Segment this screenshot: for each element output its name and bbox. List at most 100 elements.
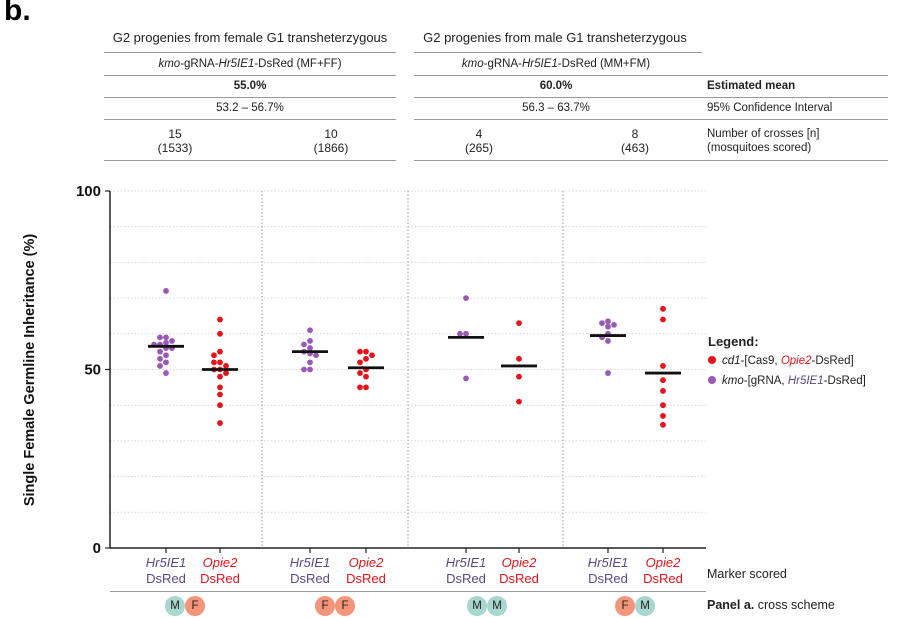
data-point (660, 413, 666, 419)
mean-female: 55.0% (233, 80, 267, 92)
data-point (157, 355, 163, 362)
data-point (363, 348, 369, 355)
rule-female-3 (104, 119, 396, 120)
x-category-label: Opie2 DsRed (623, 555, 703, 587)
legend-dot-red (708, 356, 716, 364)
rule-female-2 (104, 97, 396, 98)
x-category-gene: Opie2 (348, 555, 384, 570)
data-point (157, 334, 163, 341)
ci-label: 95% Confidence Interval (707, 102, 833, 114)
data-point (599, 320, 605, 326)
data-point (163, 370, 169, 376)
data-point (357, 370, 363, 376)
panel-letter: b. (4, 0, 31, 27)
rule-right-3 (702, 119, 888, 120)
rule-right-1 (702, 75, 888, 76)
data-point (357, 384, 363, 391)
data-point (605, 323, 611, 330)
ci-male: 56.3 – 63.7% (522, 102, 590, 114)
x-category-label: Opie2 DsRed (180, 555, 260, 587)
x-category-reporter: DsRed (146, 571, 186, 586)
data-point (217, 420, 223, 426)
data-point (217, 373, 223, 380)
data-point (516, 355, 522, 362)
group-female-title: G2 progenies from female G1 transheterzy… (112, 30, 388, 45)
data-point (463, 330, 469, 337)
data-point (211, 359, 217, 366)
cross-scheme-rule (110, 591, 706, 592)
x-category-gene: Hr5IE1 (587, 555, 629, 570)
x-category-reporter: DsRed (446, 571, 486, 586)
x-category-gene: Opie2 (202, 555, 238, 570)
male-circle: M (635, 596, 655, 616)
x-category-label: Opie2 DsRed (326, 555, 406, 587)
data-point (301, 341, 307, 348)
data-point (157, 348, 163, 355)
x-category-gene: Hr5IE1 (445, 555, 487, 570)
data-point (605, 370, 611, 376)
x-category-gene: Opie2 (645, 555, 681, 570)
data-point (463, 295, 469, 301)
data-point (660, 316, 666, 323)
rule-female-1 (104, 75, 396, 76)
legend-dot-purple (708, 376, 716, 384)
rule-male-top (414, 52, 702, 53)
x-category-reporter: DsRed (200, 571, 240, 586)
data-point (163, 359, 169, 366)
data-point (163, 288, 169, 294)
data-point (369, 352, 375, 359)
group-male-title: G2 progenies from male G1 transheterzygo… (423, 30, 687, 45)
rule-male-2 (414, 97, 702, 98)
y-tick-label: 100 (76, 183, 101, 200)
data-point (313, 352, 319, 359)
ci-female: 53.2 – 56.7% (216, 102, 284, 114)
data-point (660, 377, 666, 384)
rule-right-4 (702, 160, 888, 161)
data-point (163, 352, 169, 359)
rule-male-1 (414, 75, 702, 76)
data-point (660, 305, 666, 312)
data-point (307, 327, 313, 334)
legend-title: Legend: (708, 334, 759, 349)
legend-item-cas9: cd1-[Cas9, Opie2-DsRed] (708, 355, 854, 367)
data-point (660, 402, 666, 409)
x-category-reporter: DsRed (346, 571, 386, 586)
data-point (660, 421, 666, 428)
data-point (307, 359, 313, 366)
data-point (516, 398, 522, 405)
data-point (301, 366, 307, 373)
cross-scheme-label: Panel a. cross scheme (707, 598, 835, 612)
female-circle: F (615, 596, 635, 616)
data-point (217, 330, 223, 337)
marker-scored-label: Marker scored (707, 567, 787, 581)
mean-label: Estimated mean (707, 80, 796, 92)
x-category-label: Opie2 DsRed (479, 555, 559, 587)
data-point (363, 384, 369, 391)
data-point (363, 373, 369, 380)
male-circle: M (467, 596, 487, 616)
data-point (223, 363, 229, 369)
x-category-reporter: DsRed (499, 571, 539, 586)
data-point (307, 345, 313, 351)
count-group-4: 8 (463) (620, 127, 649, 155)
data-point (217, 402, 223, 409)
data-point (157, 363, 163, 369)
data-point (217, 348, 223, 355)
x-category-label: Hr5IE1 DsRed (270, 555, 350, 587)
data-point (217, 391, 223, 398)
rule-female-4 (104, 160, 396, 161)
data-point (660, 388, 666, 394)
y-tick-label: 0 (93, 540, 101, 557)
y-tick-label: 50 (84, 362, 101, 379)
rule-female-top (104, 52, 396, 53)
x-category-label: Hr5IE1 DsRed (126, 555, 206, 587)
data-point (217, 384, 223, 391)
count-group-1: 15 (1533) (157, 127, 193, 155)
line-female: kmo-gRNA-Hr5IE1-DsRed (MF+FF) (158, 58, 342, 70)
x-category-reporter: DsRed (588, 571, 628, 586)
male-circle: M (487, 596, 507, 616)
data-point (217, 359, 223, 366)
n-label: Number of crosses [n] (mosquitoes scored) (707, 128, 820, 154)
x-category-reporter: DsRed (290, 571, 330, 586)
count-group-3: 4 (265) (464, 127, 493, 155)
